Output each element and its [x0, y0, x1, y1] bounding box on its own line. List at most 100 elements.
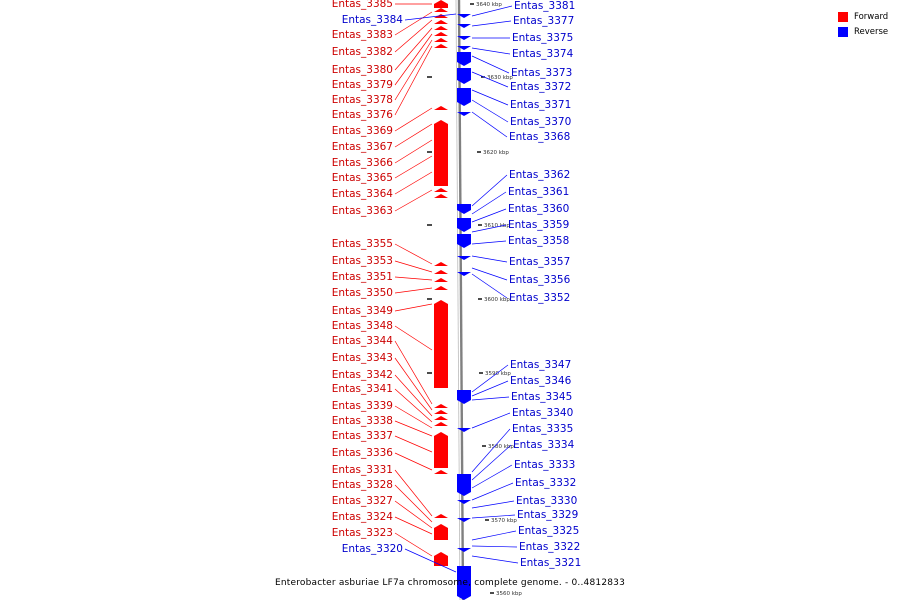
- gene-label: Entas_3367: [332, 141, 393, 153]
- leader-line: [394, 139, 433, 164]
- gene-label: Entas_3376: [332, 109, 394, 121]
- leader-line: [394, 33, 433, 86]
- leader-line: [471, 464, 513, 489]
- leader-line: [471, 111, 508, 138]
- leader-line: [471, 99, 509, 123]
- gene-label: Entas_3338: [332, 415, 393, 427]
- gene-label: Entas_3357: [509, 256, 570, 268]
- gene-label: Entas_3348: [332, 320, 393, 332]
- leader-line: [394, 303, 433, 312]
- leader-line: [394, 500, 433, 529]
- leader-line: [394, 388, 433, 423]
- gene-label: Entas_3328: [332, 479, 393, 491]
- reverse-gene: [457, 548, 471, 552]
- gene-label: Entas_3371: [510, 99, 571, 111]
- forward-gene: [434, 194, 448, 198]
- forward-gene: [434, 270, 448, 274]
- forward-gene: [434, 26, 448, 30]
- gene-label: Entas_3356: [509, 274, 571, 286]
- leader-line: [394, 107, 433, 132]
- legend: Forward Reverse: [838, 9, 888, 39]
- gene-label: Entas_3379: [332, 79, 393, 91]
- gene-label: Entas_3364: [332, 188, 394, 200]
- gene-label: Entas_3324: [332, 511, 394, 523]
- leader-line: [394, 405, 433, 429]
- forward-gene: [434, 106, 448, 110]
- leader-line: [394, 19, 433, 53]
- forward-gene: [434, 410, 448, 414]
- leader-line: [471, 444, 512, 481]
- leader-line: [394, 435, 433, 453]
- reverse-gene: [457, 112, 471, 116]
- tick-label: 3590 kbp: [485, 371, 511, 377]
- leader-line: [394, 123, 433, 148]
- reverse-swatch: [838, 26, 848, 37]
- gene-label: Entas_3353: [332, 255, 393, 267]
- leader-line: [471, 364, 509, 393]
- gene-label: Entas_3368: [509, 131, 570, 143]
- gene-label: Entas_3345: [511, 391, 572, 403]
- leader-line: [394, 532, 433, 557]
- reverse-gene: [457, 234, 471, 248]
- reverse-gene: [457, 24, 471, 28]
- leader-line: [471, 514, 516, 519]
- gene-label: Entas_3375: [512, 32, 573, 44]
- tick-label: 3630 kbp: [487, 75, 513, 81]
- gene-label: Entas_3330: [516, 495, 577, 507]
- reverse-gene: [457, 474, 471, 496]
- gene-label: Entas_3377: [513, 15, 574, 27]
- gene-label: Entas_3370: [510, 116, 571, 128]
- gene-label: Entas_3336: [332, 447, 394, 459]
- leader-line: [471, 396, 510, 401]
- leader-line: [471, 273, 508, 299]
- gene-label: Entas_3346: [510, 375, 572, 387]
- leader-line: [471, 47, 511, 55]
- reverse-gene: [457, 88, 471, 106]
- reverse-gene: [457, 68, 471, 84]
- gene-label: Entas_3331: [332, 464, 393, 476]
- gene-label: Entas_3351: [332, 271, 393, 283]
- gene-label: Entas_3385: [332, 0, 393, 10]
- gene-label: Entas_3378: [332, 94, 393, 106]
- forward-gene: [434, 422, 448, 426]
- leader-line: [471, 380, 509, 397]
- tick-label: 3580 kbp: [488, 444, 514, 450]
- forward-gene: [434, 552, 448, 566]
- gene-label: Entas_3372: [510, 81, 571, 93]
- forward-gene: [434, 514, 448, 518]
- tick-label: 3600 kbp: [484, 297, 510, 303]
- gene-label: Entas_3359: [508, 219, 569, 231]
- leader-line: [471, 555, 519, 564]
- leader-line: [394, 340, 433, 405]
- leader-line: [394, 276, 433, 281]
- forward-gene: [434, 524, 448, 540]
- leader-line: [394, 325, 433, 351]
- leader-line: [394, 287, 433, 294]
- gene-label: Entas_3366: [332, 157, 394, 169]
- leader-line: [394, 374, 433, 417]
- leader-line: [394, 452, 433, 471]
- forward-gene: [434, 32, 448, 36]
- leader-line: [471, 240, 507, 245]
- leader-line: [394, 27, 433, 71]
- leader-line: [471, 208, 507, 223]
- forward-gene: [434, 304, 448, 314]
- gene-label: Entas_3337: [332, 430, 393, 442]
- gene-label: Entas_3363: [332, 205, 393, 217]
- forward-gene: [434, 416, 448, 420]
- leader-line: [471, 20, 512, 27]
- forward-gene: [434, 20, 448, 24]
- leader-line: [471, 482, 514, 501]
- forward-gene: [434, 120, 448, 186]
- forward-gene: [434, 432, 448, 468]
- forward-gene: [434, 38, 448, 42]
- gene-label: Entas_3327: [332, 495, 393, 507]
- reverse-gene: [457, 218, 471, 232]
- reverse-legend-label: Reverse: [854, 26, 889, 37]
- forward-gene: [434, 44, 448, 48]
- gene-label: Entas_3350: [332, 287, 393, 299]
- gene-label: Entas_3323: [332, 527, 393, 539]
- gene-label: Entas_3335: [512, 423, 573, 435]
- leader-line: [394, 189, 433, 212]
